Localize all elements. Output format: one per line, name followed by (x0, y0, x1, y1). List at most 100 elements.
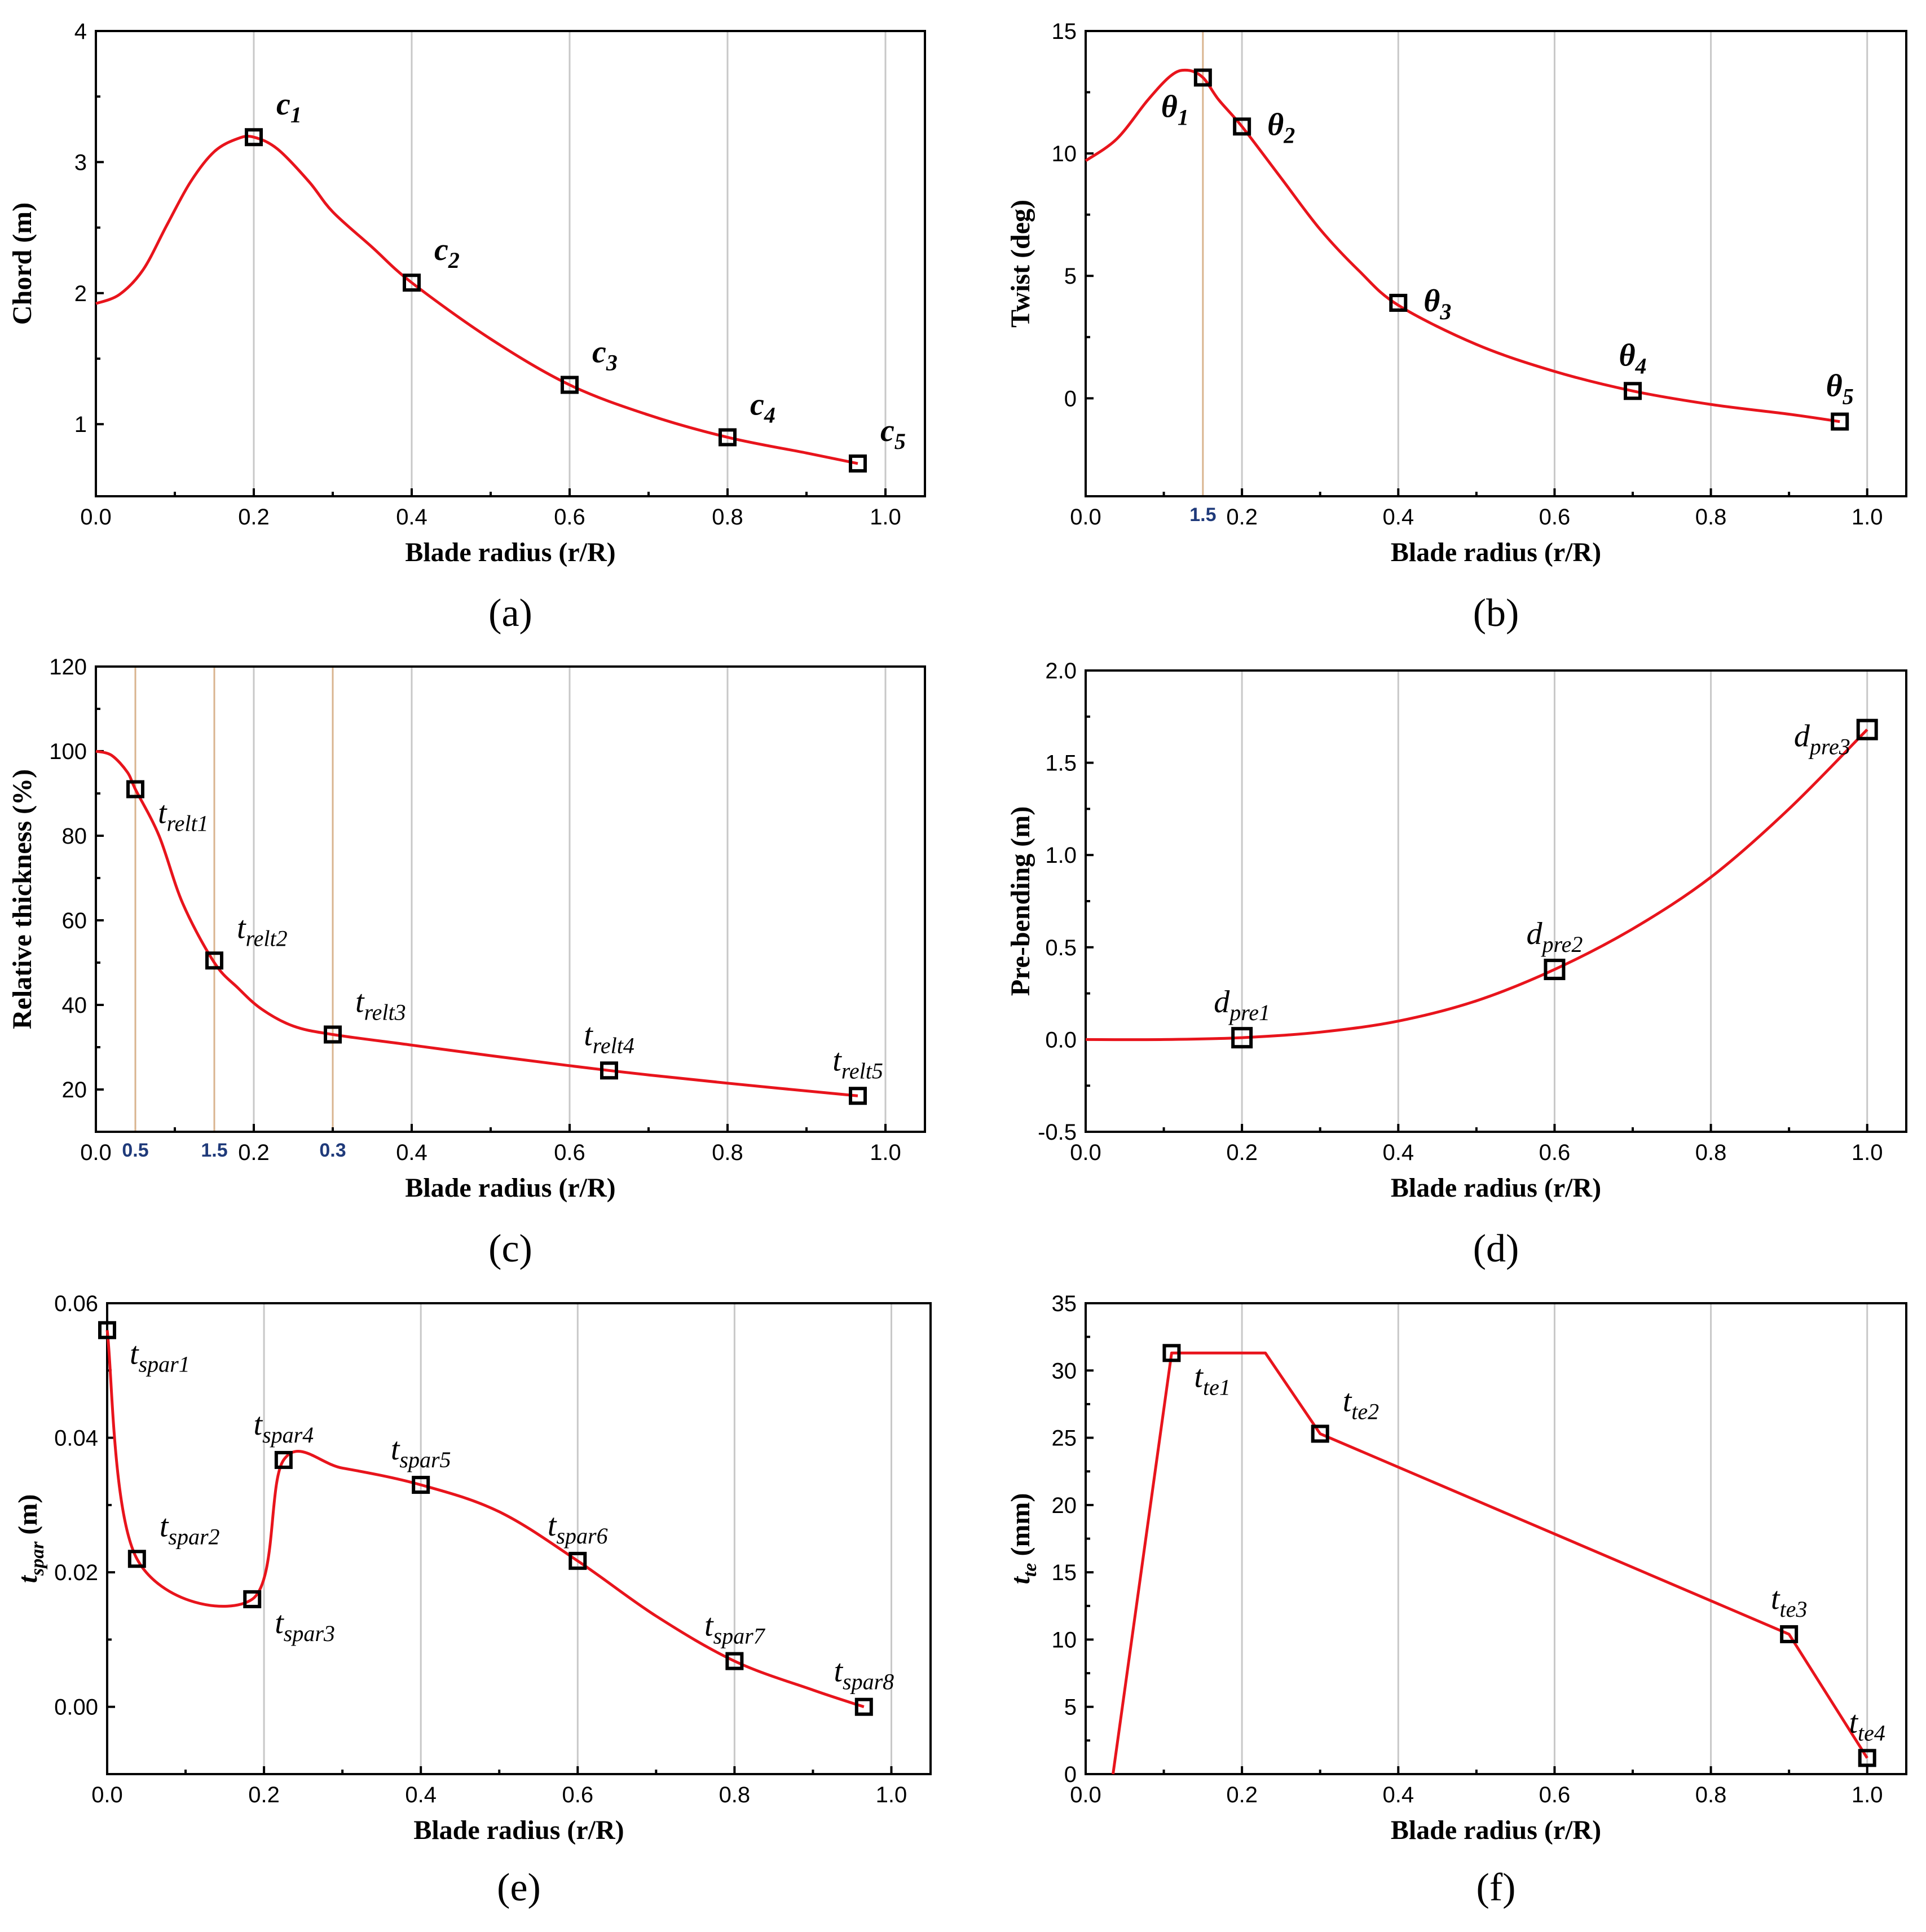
data-point-marker (243, 1590, 262, 1608)
y-tick-label: 20 (62, 1078, 87, 1102)
y-tick-label: 80 (62, 824, 87, 849)
y-tick-label: 0.5 (1045, 936, 1077, 960)
data-point-label: tte2 (1343, 1383, 1379, 1424)
y-tick-label: 1 (74, 412, 87, 437)
y-tick-label: 3 (74, 150, 87, 175)
panel-f: 0.0 0.2 0.4 0.6 0.8 1.0 0 5 10 15 20 25 30 35 Blade ra… (1006, 1291, 1907, 1909)
data-point-marker (1858, 1749, 1876, 1767)
data-point-marker (1544, 959, 1566, 981)
data-point-marker (719, 428, 737, 447)
x-tick-label: 0.4 (405, 1783, 437, 1807)
x-tick-label: 0.6 (554, 505, 585, 530)
y-tick-label: 10 (1052, 142, 1077, 166)
y-tick-label: 20 (1052, 1493, 1077, 1518)
x-tick-label: 0.6 (562, 1783, 593, 1807)
x-tick-label: 0.2 (238, 1140, 270, 1165)
data-point-marker (1831, 412, 1849, 431)
data-point-label: tspar4 (254, 1407, 314, 1448)
plot-frame (95, 665, 926, 1133)
data-point-label: tte3 (1771, 1581, 1807, 1622)
data-point-label: trelt2 (237, 910, 288, 951)
data-point-label: θ3 (1423, 284, 1451, 324)
y-axis-title: Chord (m) (7, 202, 37, 325)
y-axis-title: Relative thickness (%) (7, 769, 37, 1029)
x-tick-label: 0.8 (1695, 505, 1727, 530)
x-tick-label: 0.0 (1070, 505, 1101, 530)
x-tick-label: 0.2 (1226, 1140, 1258, 1165)
data-point-label: c2 (434, 232, 460, 273)
data-point-label: tspar6 (548, 1508, 608, 1549)
axis-annotation: 1.5 (1189, 504, 1216, 526)
data-point-label: trelt5 (832, 1043, 883, 1083)
y-tick-label: 2 (74, 281, 87, 306)
data-point-label: θ5 (1826, 369, 1854, 409)
data-point-label: tspar7 (704, 1608, 766, 1649)
x-tick-label: 0.0 (1070, 1140, 1101, 1165)
data-point-label: tspar5 (391, 1432, 451, 1472)
data-point-marker (324, 1025, 342, 1044)
series-line (105, 1330, 865, 1709)
data-point-marker (1389, 293, 1408, 312)
data-point-marker (1162, 1344, 1181, 1362)
data-point-label: dpre2 (1527, 916, 1583, 957)
data-point-label: trelt3 (355, 985, 406, 1025)
x-tick-label: 0.8 (1695, 1783, 1727, 1807)
data-point-marker (127, 1550, 146, 1568)
y-tick-label: 0.00 (54, 1695, 98, 1720)
panel-d: 0.0 0.2 0.4 0.6 0.8 1.0-0.50.00.51.01.52.0Bla… (1006, 659, 1907, 1271)
y-tick-label: 5 (1064, 264, 1077, 289)
x-tick-label: 0.4 (1382, 1140, 1414, 1165)
y-tick-label: 30 (1052, 1358, 1077, 1383)
x-axis-title: Blade radius (r/R) (405, 537, 615, 567)
x-tick-label: 0.8 (719, 1783, 751, 1807)
x-axis-title: Blade radius (r/R) (1391, 1173, 1601, 1203)
data-point-marker (403, 274, 421, 292)
y-tick-label: 1.5 (1045, 751, 1077, 776)
x-tick-label: 0.4 (396, 1140, 427, 1165)
data-point-marker (1624, 382, 1642, 400)
x-tick-label: 1.0 (1852, 505, 1883, 530)
data-point-label: θ2 (1267, 107, 1295, 148)
data-point-marker (854, 1697, 873, 1716)
series-line (95, 134, 858, 465)
panel-e: 0.0 0.2 0.4 0.6 0.8 1.0 0.00 0.02 0.04 0.06 Blade … (13, 1291, 932, 1909)
data-point-marker (245, 128, 263, 147)
x-tick-label: 1.0 (1852, 1783, 1883, 1807)
data-point-label: dpre1 (1214, 985, 1270, 1025)
x-axis-title: Blade radius (r/R) (1391, 537, 1601, 567)
data-point-marker (725, 1652, 744, 1670)
y-tick-label: 15 (1052, 19, 1077, 44)
y-tick-label: 100 (49, 739, 87, 764)
data-point-label: c5 (880, 413, 906, 454)
x-tick-label: 0.0 (80, 505, 112, 530)
data-point-label: c3 (592, 334, 618, 375)
axis-annotation: 0.3 (319, 1140, 346, 1161)
y-tick-label: 2.0 (1045, 659, 1077, 683)
x-tick-label: 0.6 (1539, 1140, 1571, 1165)
y-tick-label: 35 (1052, 1291, 1077, 1316)
x-tick-label: 0.4 (1382, 505, 1414, 530)
data-point-marker (1780, 1625, 1799, 1643)
x-tick-label: 0.6 (554, 1140, 585, 1165)
data-point-label: tte1 (1194, 1359, 1230, 1400)
data-point-label: dpre3 (1794, 719, 1850, 760)
data-point-marker (568, 1551, 587, 1570)
axis-annotation: 0.5 (122, 1140, 148, 1161)
x-tick-label: 0.2 (248, 1783, 280, 1807)
y-tick-label: 1.0 (1045, 843, 1077, 868)
data-point-marker (205, 951, 223, 970)
panel-label: (b) (1473, 592, 1519, 635)
y-tick-label: 25 (1052, 1426, 1077, 1451)
data-point-marker (98, 1321, 116, 1339)
panel-a: 0.0 0.2 0.4 0.6 0.8 1.0 1 2 3 4 Blade radius (r/R)… (7, 19, 926, 635)
plot-frame (1085, 30, 1907, 497)
y-axis-title: tspar (m) (13, 1494, 48, 1583)
data-point-label: c1 (276, 87, 302, 127)
x-axis-title: Blade radius (r/R) (1391, 1815, 1601, 1845)
y-tick-label: 40 (62, 993, 87, 1018)
plot-frame (1085, 1302, 1907, 1775)
y-axis-title: tte (mm) (1006, 1493, 1041, 1585)
x-tick-label: 1.0 (876, 1783, 907, 1807)
y-tick-label: -0.5 (1038, 1120, 1077, 1145)
x-tick-label: 0.8 (712, 505, 743, 530)
